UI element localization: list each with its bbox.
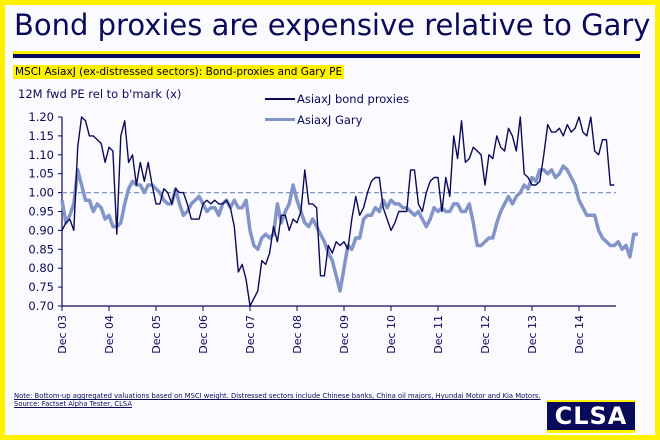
y-tick-label: 1.05	[28, 167, 54, 181]
x-tick-label: Dec 04	[103, 315, 116, 354]
legend-item-bond-proxies: AsiaxJ bond proxies	[265, 88, 409, 109]
legend-label-gary: AsiaxJ Gary	[297, 112, 363, 127]
y-tick-label: 1.10	[28, 148, 54, 162]
legend-swatch-gary	[265, 118, 295, 121]
page-title: Bond proxies are expensive relative to G…	[14, 8, 651, 42]
series-line-bond-proxies	[61, 116, 615, 307]
x-tick-label: Dec 08	[291, 315, 304, 354]
footnote: Note: Bottom-up aggregated valuations ba…	[14, 392, 541, 408]
x-tick-label: Dec 10	[385, 315, 398, 354]
x-tick-label: Dec 07	[244, 315, 257, 354]
x-tick-label: Dec 05	[150, 315, 163, 354]
x-tick-label: Dec 03	[56, 315, 69, 354]
footnote-source: Source: Factset Alpha Tester, CLSA	[14, 400, 132, 408]
legend-item-gary: AsiaxJ Gary	[265, 109, 409, 130]
legend: AsiaxJ bond proxies AsiaxJ Gary	[265, 88, 409, 130]
y-tick-label: 1.15	[28, 129, 54, 143]
x-tick-label: Dec 12	[479, 315, 492, 354]
clsa-logo: CLSA	[547, 400, 635, 433]
footnote-note: Note: Bottom-up aggregated valuations ba…	[14, 392, 541, 400]
y-tick-label: 0.80	[28, 261, 54, 275]
x-tick-label: Dec 14	[573, 315, 586, 354]
x-tick-label: Dec 13	[526, 315, 539, 354]
y-axis-label: 12M fwd PE rel to b'mark (x)	[18, 87, 182, 101]
x-tick-label: Dec 09	[338, 315, 351, 354]
legend-label-bond-proxies: AsiaxJ bond proxies	[297, 91, 410, 106]
y-tick-label: 0.75	[28, 280, 54, 294]
chart-subtitle: MSCI AsiaxJ (ex-distressed sectors): Bon…	[13, 65, 345, 79]
y-tick-label: 0.95	[28, 205, 54, 219]
y-tick-label: 0.70	[28, 299, 54, 313]
y-tick-label: 0.90	[28, 223, 54, 237]
title-rule-navy	[13, 54, 640, 58]
y-tick-label: 1.00	[28, 186, 54, 200]
legend-swatch-bond-proxies	[265, 97, 295, 100]
x-tick-label: Dec 06	[197, 315, 210, 354]
y-tick-label: 1.20	[28, 110, 54, 124]
title-rule-yellow	[13, 51, 640, 54]
y-tick-label: 0.85	[28, 242, 54, 256]
x-tick-label: Dec 11	[432, 315, 445, 354]
